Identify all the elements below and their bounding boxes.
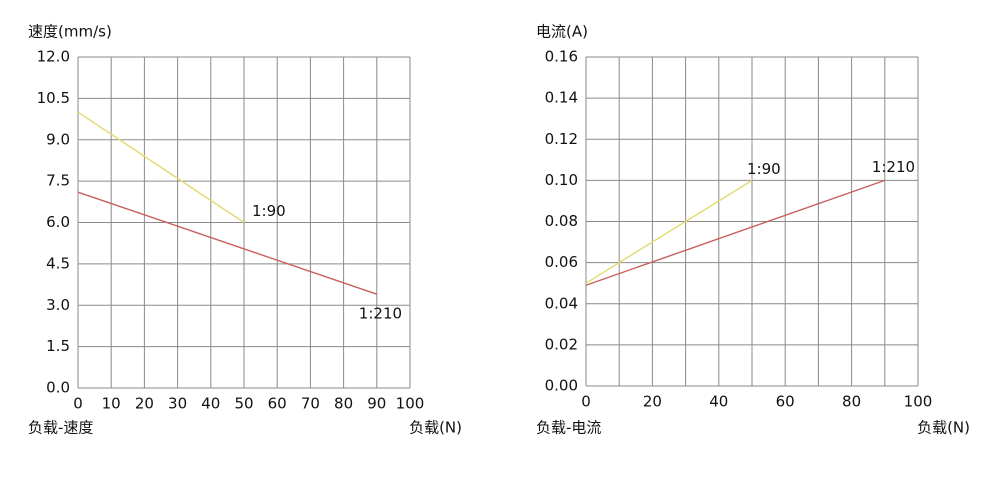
y-tick-label: 0.02 <box>545 335 578 353</box>
y-tick-label: 0.04 <box>545 294 578 312</box>
x-tick-label: 60 <box>268 395 287 413</box>
x-tick-label: 40 <box>201 395 220 413</box>
y-tick-label: 0.14 <box>545 89 578 107</box>
y-tick-label: 10.5 <box>37 89 70 107</box>
x-tick-label: 20 <box>135 395 154 413</box>
x-tick-label: 0 <box>581 393 591 411</box>
y-tick-label: 0.10 <box>545 171 578 189</box>
y-tick-label: 0.06 <box>545 253 578 271</box>
series-line <box>585 179 886 286</box>
y-tick-label: 0.08 <box>545 212 578 230</box>
x-tick-label: 60 <box>776 393 795 411</box>
y-tick-label: 0.12 <box>545 130 578 148</box>
x-tick-label: 0 <box>73 395 83 413</box>
series-line <box>585 179 753 284</box>
x-tick-label: 100 <box>904 393 933 411</box>
x-tick-label: 20 <box>643 393 662 411</box>
x-axis-label: 负载(N) <box>917 419 970 437</box>
x-axis-label: 负载(N) <box>409 419 462 437</box>
series-line <box>77 111 245 224</box>
y-tick-label: 3.0 <box>46 296 70 314</box>
x-tick-label: 40 <box>709 393 728 411</box>
series-label: 1:90 <box>747 160 781 178</box>
y-tick-label: 0.00 <box>545 377 578 395</box>
chart-subtitle: 负载-速度 <box>28 419 93 437</box>
x-tick-label: 90 <box>367 395 386 413</box>
x-tick-label: 10 <box>102 395 121 413</box>
x-tick-label: 50 <box>234 395 253 413</box>
x-tick-label: 100 <box>396 395 425 413</box>
y-tick-label: 9.0 <box>46 130 70 148</box>
series-label: 1:90 <box>252 202 286 220</box>
y-tick-label: 1.5 <box>46 337 70 355</box>
x-tick-label: 80 <box>334 395 353 413</box>
x-tick-label: 70 <box>301 395 320 413</box>
y-axis-label: 电流(A) <box>536 23 588 41</box>
series-line <box>77 191 378 295</box>
y-axis-label: 速度(mm/s) <box>28 23 112 41</box>
y-tick-label: 6.0 <box>46 213 70 231</box>
x-tick-label: 80 <box>842 393 861 411</box>
series-label: 1:210 <box>359 305 402 323</box>
y-tick-label: 0.0 <box>46 379 70 397</box>
y-tick-label: 12.0 <box>37 48 70 66</box>
series-label: 1:210 <box>872 158 915 176</box>
chart-subtitle: 负载-电流 <box>536 419 601 437</box>
y-tick-label: 7.5 <box>46 172 70 190</box>
y-tick-label: 0.16 <box>545 48 578 66</box>
x-tick-label: 30 <box>168 395 187 413</box>
y-tick-label: 4.5 <box>46 254 70 272</box>
